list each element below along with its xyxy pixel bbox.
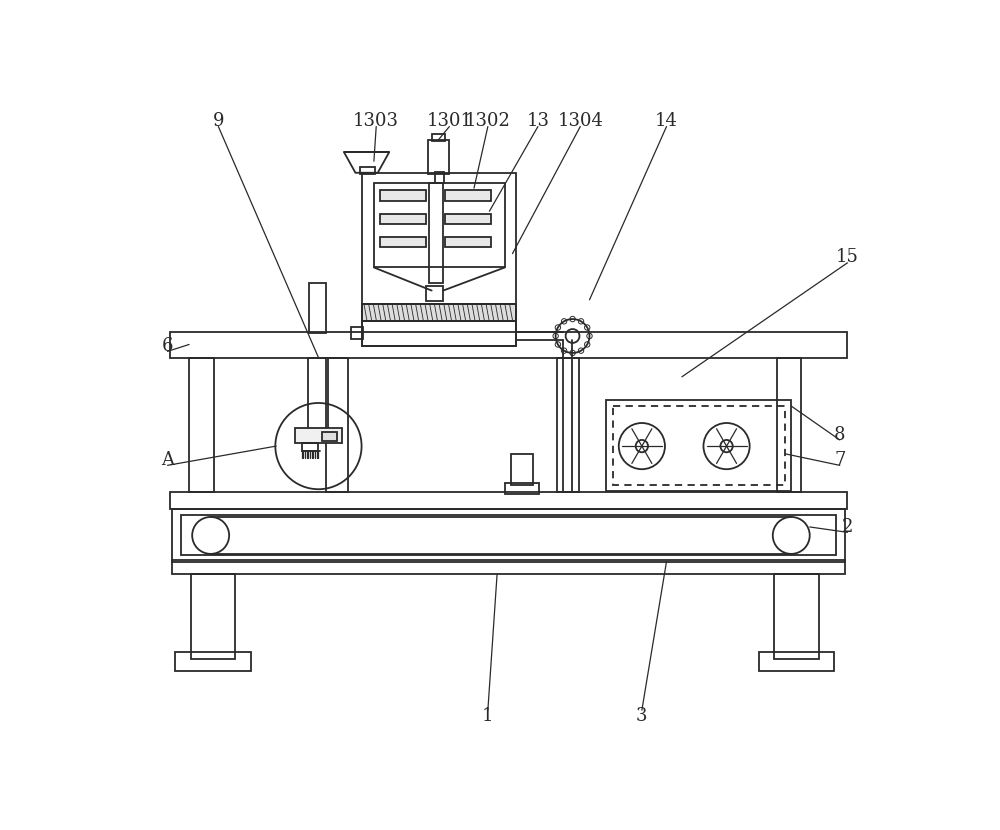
Text: 1302: 1302 (465, 112, 511, 130)
Bar (428, 139, 449, 173)
Text: 8: 8 (834, 426, 846, 443)
Bar (189, 358, 214, 492)
Text: 1301: 1301 (426, 112, 472, 130)
Text: A: A (161, 451, 174, 469)
Bar (380, 213, 426, 224)
Text: 1: 1 (482, 706, 494, 725)
Bar (362, 304, 516, 320)
Bar (360, 168, 375, 174)
Text: 7: 7 (834, 451, 845, 469)
Text: 3: 3 (636, 706, 648, 725)
Text: 6: 6 (162, 337, 173, 355)
Bar (777, 358, 801, 492)
Bar (362, 173, 516, 346)
Bar (172, 560, 845, 574)
Bar (191, 574, 235, 659)
Bar (432, 134, 445, 141)
Bar (429, 183, 443, 283)
Bar (445, 237, 491, 247)
Bar (351, 327, 363, 339)
Circle shape (720, 440, 733, 452)
Circle shape (636, 440, 648, 452)
Text: 14: 14 (655, 112, 678, 130)
Bar (374, 183, 505, 267)
Bar (362, 304, 516, 320)
Bar (445, 190, 491, 201)
Bar (606, 400, 791, 491)
Bar (170, 332, 847, 358)
Text: 2: 2 (842, 518, 853, 536)
Text: 15: 15 (836, 248, 859, 266)
Bar (380, 190, 426, 201)
Bar (759, 652, 834, 671)
Bar (309, 283, 326, 333)
Bar (172, 510, 845, 562)
Bar (175, 652, 251, 671)
Bar (326, 358, 348, 492)
Bar (302, 443, 318, 451)
Bar (505, 483, 539, 494)
Bar (170, 492, 847, 510)
Text: 1303: 1303 (353, 112, 399, 130)
Text: 9: 9 (213, 112, 224, 130)
Bar (435, 172, 444, 183)
Bar (613, 406, 785, 485)
Bar (511, 454, 533, 485)
Bar (362, 320, 516, 346)
Bar (426, 286, 443, 301)
Bar (308, 358, 328, 435)
Bar (557, 358, 579, 492)
Bar (295, 427, 342, 443)
Bar (322, 432, 337, 442)
Bar (380, 237, 426, 247)
Bar (181, 515, 836, 555)
Text: 13: 13 (526, 112, 549, 130)
Bar (774, 574, 819, 659)
Text: 1304: 1304 (557, 112, 603, 130)
Bar (445, 213, 491, 224)
